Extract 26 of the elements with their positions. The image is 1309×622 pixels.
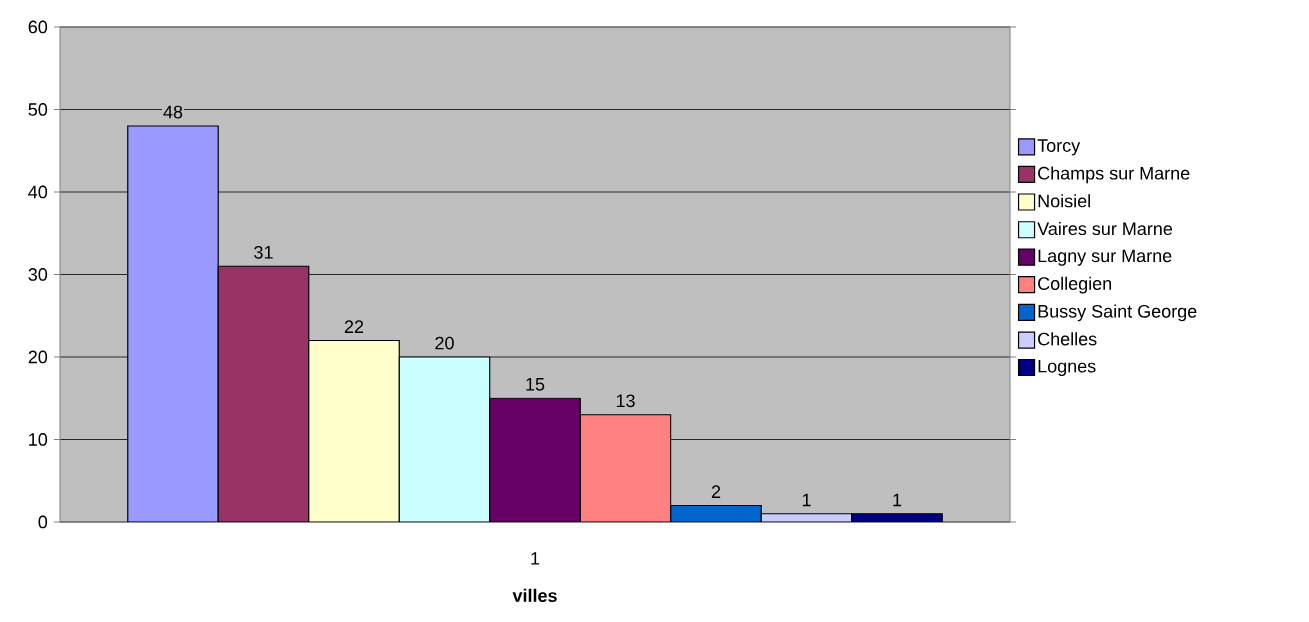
y-tick-label: 60 <box>28 20 48 34</box>
legend-label: Lagny sur Marne <box>1038 249 1172 266</box>
data-label: 1 <box>802 493 811 507</box>
y-tick-label: 30 <box>28 268 48 281</box>
legend-label: Bussy Saint George <box>1038 304 1197 322</box>
legend-label: Chelles <box>1038 332 1097 346</box>
data-label: 31 <box>254 245 273 259</box>
data-label: 20 <box>435 336 454 350</box>
legend-label: Lognes <box>1038 359 1096 377</box>
data-label: 22 <box>344 320 364 333</box>
y-tick-label: 10 <box>29 433 48 446</box>
x-axis-title: villes <box>512 588 557 602</box>
y-tick-label: 40 <box>28 185 48 199</box>
data-label: 1 <box>893 493 902 507</box>
y-tick-label: 20 <box>28 350 48 364</box>
legend-label: Noisiel <box>1038 194 1090 208</box>
legend-label: Collegien <box>1038 276 1112 294</box>
y-tick-label: 50 <box>28 103 48 116</box>
data-label: 13 <box>616 394 635 408</box>
data-label: 2 <box>711 485 721 498</box>
legend-label: Champs sur Marne <box>1038 166 1190 184</box>
y-tick-label: 0 <box>38 515 48 529</box>
legend-label: Torcy <box>1037 139 1081 156</box>
data-label: 48 <box>163 105 183 119</box>
data-label: 15 <box>526 378 545 391</box>
legend-label: Vaires sur Marne <box>1037 221 1173 236</box>
